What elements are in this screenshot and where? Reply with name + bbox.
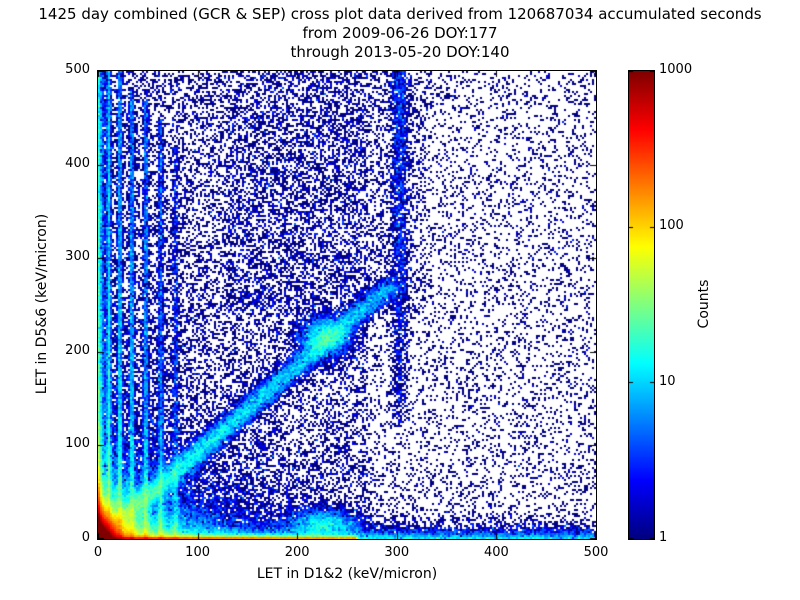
title-block: 1425 day combined (GCR & SEP) cross plot… <box>0 5 800 62</box>
y-tick-label: 0 <box>81 530 90 545</box>
y-axis-label: LET in D5&6 (keV/micron) <box>34 213 50 395</box>
chart-subtitle-through: through 2013-05-20 DOY:140 <box>290 43 510 61</box>
x-tick-label: 400 <box>483 545 509 560</box>
x-tick-label: 100 <box>185 545 210 560</box>
colorbar-tick-label: 1 <box>659 530 668 545</box>
x-tick-label: 300 <box>384 545 410 560</box>
colorbar-tick-label: 100 <box>659 218 684 233</box>
y-tick-label: 100 <box>65 436 90 452</box>
colorbar-canvas <box>628 70 655 540</box>
y-tick-label: 200 <box>65 342 90 358</box>
colorbar-tick-label: 1000 <box>659 62 693 77</box>
y-tick-label: 300 <box>65 249 90 265</box>
chart-subtitle-from: from 2009-06-26 DOY:177 <box>302 24 498 42</box>
x-tick-label: 0 <box>93 545 103 560</box>
x-tick-label: 200 <box>284 545 310 560</box>
colorbar-tick-label: 10 <box>659 374 676 389</box>
y-tick-label: 500 <box>65 62 90 77</box>
y-tick-label: 400 <box>65 155 90 171</box>
colorbar-label: Counts <box>696 279 712 329</box>
chart-title: 1425 day combined (GCR & SEP) cross plot… <box>38 5 762 23</box>
cross-plot-heatmap-canvas <box>97 70 597 540</box>
x-tick-label: 500 <box>583 545 609 560</box>
x-axis-label: LET in D1&2 (keV/micron) <box>256 566 438 582</box>
